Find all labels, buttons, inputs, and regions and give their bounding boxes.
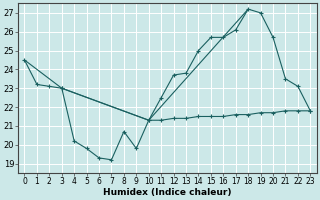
- X-axis label: Humidex (Indice chaleur): Humidex (Indice chaleur): [103, 188, 232, 197]
